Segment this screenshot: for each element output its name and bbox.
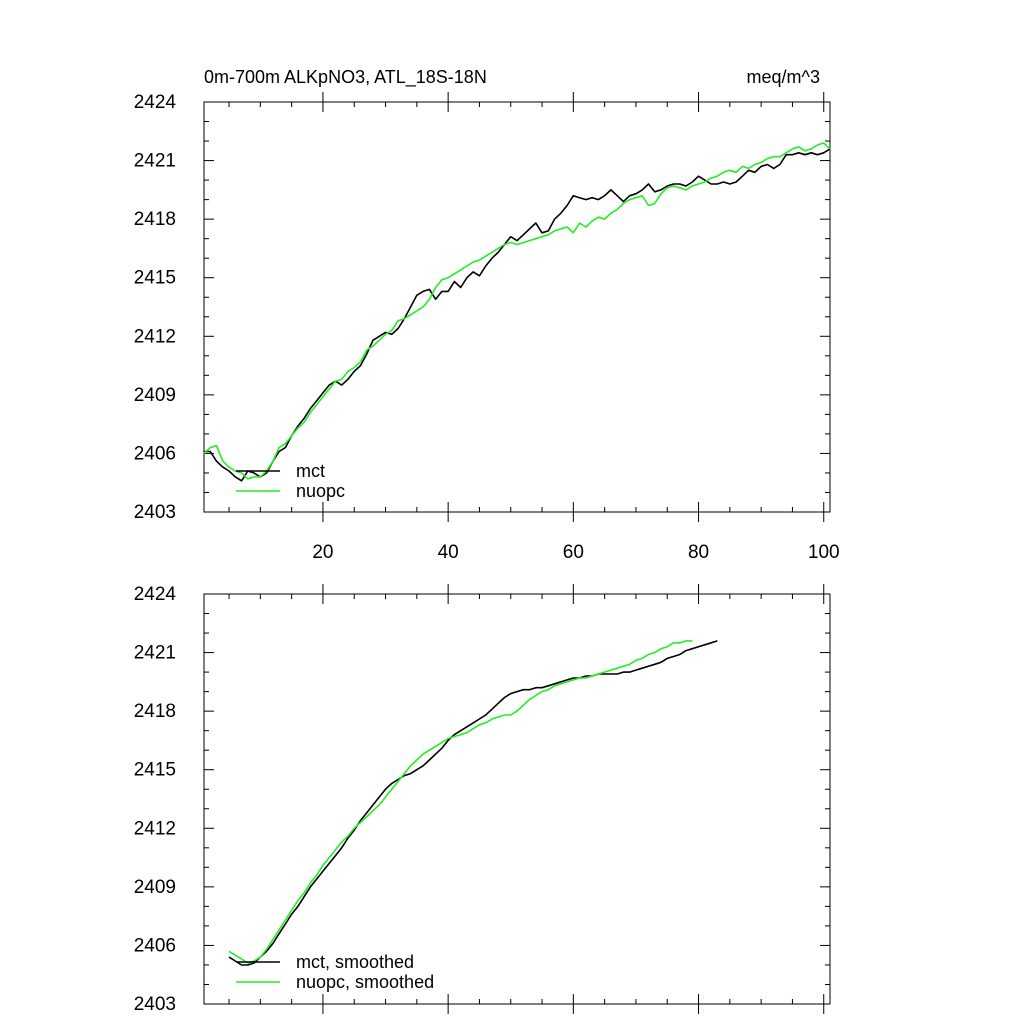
series-line-nuopc-smoothed [228, 640, 693, 964]
y-tick-label: 2409 [134, 877, 176, 898]
bottom-plot-frame [203, 593, 831, 1005]
bottom-series-lines [228, 640, 718, 966]
y-tick-label: 2412 [134, 818, 176, 839]
legend-label-nuopc: nuopc [296, 481, 345, 501]
chart-units: meq/m^3 [747, 67, 820, 87]
y-tick-label: 2403 [134, 502, 176, 523]
y-tick-label: 2409 [134, 385, 176, 406]
x-tick-label: 80 [688, 542, 709, 563]
y-tick-label: 2406 [134, 935, 176, 956]
y-tick-label: 2403 [134, 994, 176, 1015]
y-tick-label: 2424 [134, 584, 177, 605]
top-plot-frame [203, 101, 831, 513]
legend-label-mct: mct [296, 461, 325, 481]
series-line-mct-smoothed [228, 640, 718, 966]
top-axes: 2403 2406 2409 2412 2415 2418 2421 2424 20 40 60 80… [134, 92, 840, 563]
y-tick-label: 2415 [134, 268, 176, 289]
bottom-legend: mct, smoothed nuopc, smoothed [236, 952, 434, 992]
y-tick-label: 2406 [134, 443, 176, 464]
bottom-axes: 2403 2406 2409 2412 2415 2418 2421 2424 [134, 584, 830, 1015]
y-tick-label: 2418 [134, 701, 176, 722]
x-tick-label: 20 [312, 542, 333, 563]
top-legend: mct nuopc [236, 461, 345, 501]
top-series-lines [203, 142, 831, 482]
x-tick-label: 100 [808, 542, 840, 563]
chart-title: 0m-700m ALKpNO3, ATL_18S-18N [204, 67, 487, 88]
legend-label-nuopc-smoothed: nuopc, smoothed [296, 972, 434, 992]
x-tick-label: 40 [438, 542, 459, 563]
y-tick-label: 2418 [134, 209, 176, 230]
series-line-mct [204, 148, 831, 482]
y-tick-label: 2415 [134, 760, 176, 781]
legend-label-mct-smoothed: mct, smoothed [296, 952, 414, 972]
y-tick-label: 2412 [134, 326, 176, 347]
x-tick-label: 60 [563, 542, 584, 563]
y-tick-label: 2424 [134, 92, 177, 113]
top-chart-panel: 0m-700m ALKpNO3, ATL_18S-18N meq/m^3 240… [134, 67, 840, 563]
y-tick-label: 2421 [134, 643, 176, 664]
series-line-nuopc [203, 142, 831, 480]
y-tick-label: 2421 [134, 151, 176, 172]
bottom-chart-panel: 2403 2406 2409 2412 2415 2418 2421 2424 mct, sm… [134, 584, 831, 1015]
